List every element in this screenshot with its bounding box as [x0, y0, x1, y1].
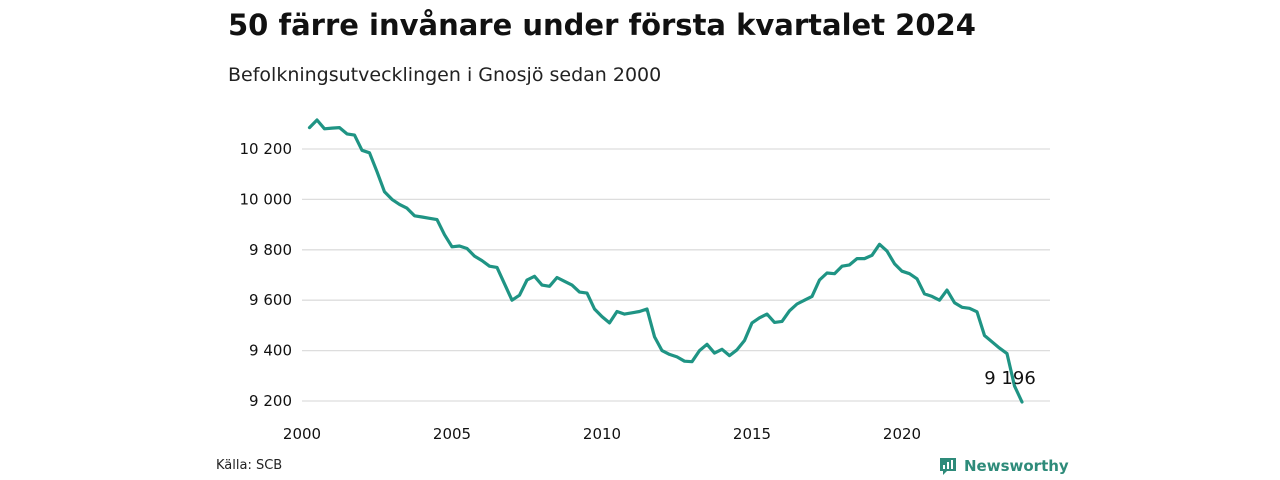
last-value-label: 9 196	[984, 368, 1036, 389]
source-label: Källa: SCB	[216, 458, 283, 473]
newsworthy-chart-icon	[940, 458, 956, 475]
brand-logo: Newsworthy	[938, 456, 1069, 476]
brand-name: Newsworthy	[964, 457, 1069, 475]
y-tick-label: 9 400	[249, 342, 292, 360]
x-axis-ticks: 2000 2005 2010 2015 2020	[283, 425, 921, 443]
y-tick-label: 10 000	[240, 190, 293, 208]
y-tick-label: 10 200	[240, 140, 293, 158]
chart-subtitle: Befolkningsutvecklingen i Gnosjö sedan 2…	[228, 64, 662, 86]
x-tick-label: 2020	[883, 425, 921, 443]
y-axis-ticks: 9 200 9 400 9 600 9 800 10 000 10 200	[240, 140, 293, 410]
x-tick-label: 2010	[583, 425, 621, 443]
x-tick-label: 2000	[283, 425, 321, 443]
y-tick-label: 9 600	[249, 291, 292, 309]
population-series-line	[307, 118, 1024, 404]
series-layer	[307, 118, 1024, 404]
x-tick-label: 2005	[433, 425, 471, 443]
y-tick-label: 9 800	[249, 241, 292, 259]
y-tick-label: 9 200	[249, 392, 292, 410]
x-tick-label: 2015	[733, 425, 771, 443]
annotations: 9 196	[984, 368, 1036, 389]
chart-title: 50 färre invånare under första kvartalet…	[228, 8, 976, 42]
gridlines	[302, 148, 1050, 402]
